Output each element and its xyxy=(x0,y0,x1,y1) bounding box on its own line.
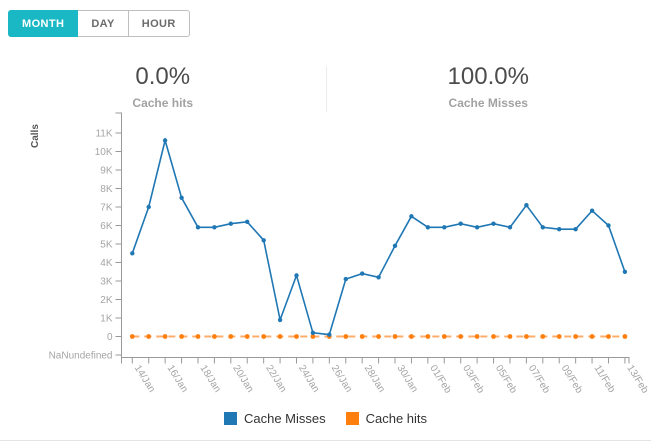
stat-cache-hits: 0.0% Cache hits xyxy=(0,62,326,110)
svg-text:NaNundefined: NaNundefined xyxy=(49,351,113,362)
svg-text:9K: 9K xyxy=(100,166,113,177)
cache-hits-swatch-icon xyxy=(345,412,359,425)
cache-misses-percentage: 100.0% xyxy=(447,63,529,90)
svg-text:5K: 5K xyxy=(100,240,113,251)
svg-text:09/Feb: 09/Feb xyxy=(559,363,585,396)
stats-row: 0.0% Cache hits 100.0% Cache Misses xyxy=(0,62,651,110)
legend-label-cache-hits: Cache hits xyxy=(365,411,428,426)
cache-misses-label: Cache Misses xyxy=(448,96,528,110)
svg-text:18/Jan: 18/Jan xyxy=(197,363,222,394)
svg-text:Calls: Calls xyxy=(30,124,41,148)
svg-text:2K: 2K xyxy=(100,295,113,306)
svg-text:7K: 7K xyxy=(100,203,113,214)
tab-hour[interactable]: HOUR xyxy=(127,10,190,37)
legend-item-cache-hits[interactable]: Cache hits xyxy=(345,411,428,426)
legend-label-cache-misses: Cache Misses xyxy=(243,411,326,426)
svg-text:0: 0 xyxy=(107,332,113,343)
svg-text:24/Jan: 24/Jan xyxy=(296,363,321,394)
svg-text:07/Feb: 07/Feb xyxy=(526,363,552,396)
svg-text:13/Feb: 13/Feb xyxy=(624,363,650,396)
svg-text:20/Jan: 20/Jan xyxy=(230,363,255,394)
legend-item-cache-misses[interactable]: Cache Misses xyxy=(223,411,326,426)
cache-hits-percentage: 0.0% xyxy=(135,63,191,90)
svg-text:11/Feb: 11/Feb xyxy=(592,363,618,395)
svg-text:03/Feb: 03/Feb xyxy=(460,363,486,396)
svg-text:3K: 3K xyxy=(100,277,113,288)
svg-text:28/Jan: 28/Jan xyxy=(362,363,387,394)
svg-text:4K: 4K xyxy=(100,258,113,269)
svg-text:16/Jan: 16/Jan xyxy=(165,363,190,394)
svg-text:30/Jan: 30/Jan xyxy=(394,363,419,394)
svg-text:11K: 11K xyxy=(95,129,112,140)
svg-text:05/Feb: 05/Feb xyxy=(493,363,519,396)
cache-hits-label: Cache hits xyxy=(132,96,194,110)
svg-text:10K: 10K xyxy=(95,147,113,158)
svg-text:6K: 6K xyxy=(100,221,113,232)
tab-month[interactable]: MONTH xyxy=(8,10,79,37)
svg-text:22/Jan: 22/Jan xyxy=(263,363,288,394)
stats-divider xyxy=(326,66,327,112)
svg-text:01/Feb: 01/Feb xyxy=(427,363,453,396)
stat-cache-misses: 100.0% Cache Misses xyxy=(326,62,651,110)
chart-legend: Cache Misses Cache hits xyxy=(0,411,651,426)
svg-text:14/Jan: 14/Jan xyxy=(132,363,157,394)
time-range-tab-group: MONTH DAY HOUR xyxy=(8,10,190,37)
svg-text:8K: 8K xyxy=(100,184,113,195)
cache-misses-swatch-icon xyxy=(223,412,237,425)
svg-text:26/Jan: 26/Jan xyxy=(329,363,354,394)
svg-text:1K: 1K xyxy=(100,314,113,325)
